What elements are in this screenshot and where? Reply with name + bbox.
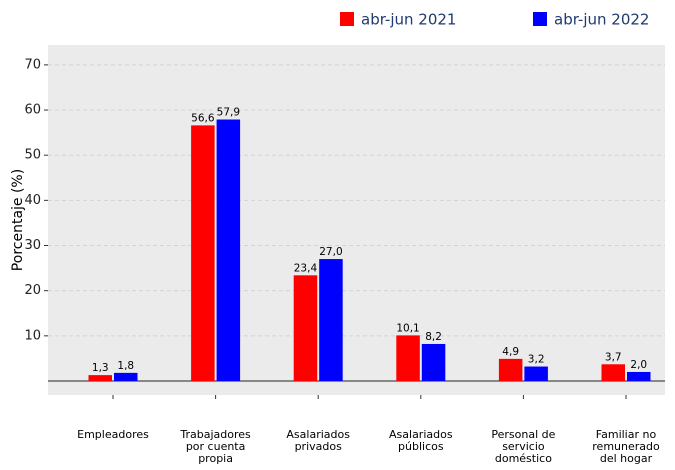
bar (216, 119, 241, 382)
value-label: 8,2 (425, 331, 442, 343)
y-tick-label: 30 (24, 238, 41, 253)
x-tick-line: Asalariados (286, 428, 350, 441)
y-tick-label: 60 (24, 103, 41, 118)
value-label: 56,6 (191, 112, 215, 124)
value-label: 2,0 (630, 359, 647, 371)
bar (88, 375, 112, 381)
value-label: 4,9 (502, 346, 519, 358)
y-tick-label: 20 (24, 283, 41, 298)
x-tick-line: propia (198, 452, 233, 465)
bar (421, 343, 446, 381)
value-label: 23,4 (294, 262, 318, 274)
y-tick-label: 10 (24, 328, 41, 343)
x-tick-line: Familiar no (596, 428, 657, 441)
legend-label: abr-jun 2021 (361, 11, 456, 29)
plot-panel (48, 45, 665, 395)
bar (524, 366, 548, 381)
value-label: 27,0 (319, 246, 342, 258)
x-tick-label: Trabajadores por cuenta propia (179, 428, 251, 465)
x-tick-label: Asalariados privados (286, 428, 350, 453)
x-tick-line: doméstico (495, 452, 552, 465)
value-label: 57,9 (217, 107, 240, 119)
bar (498, 358, 523, 381)
value-label: 1,3 (92, 362, 109, 374)
x-tick-line: servicio (502, 440, 545, 453)
bar (293, 275, 318, 381)
value-label: 1,8 (117, 360, 134, 372)
y-tick-label: 40 (24, 193, 41, 208)
bar (114, 372, 138, 381)
y-tick-label: 50 (24, 148, 41, 163)
bar (627, 371, 651, 381)
y-axis-title: Porcentaje (%) (10, 169, 26, 271)
x-tick-line: públicos (398, 440, 444, 453)
bar (396, 335, 420, 381)
x-tick-line: Empleadores (77, 428, 149, 441)
legend-swatch (340, 12, 354, 26)
value-label: 10,1 (396, 322, 419, 334)
value-label: 3,7 (605, 351, 622, 363)
bar (601, 364, 625, 381)
x-tick-line: Asalariados (389, 428, 453, 441)
x-tick-label: Personal de servicio doméstico (491, 428, 555, 465)
bar (319, 259, 343, 381)
x-tick-label: Familiar no remunerado del hogar (592, 428, 660, 465)
x-tick-line: privados (295, 440, 343, 453)
legend-label: abr-jun 2022 (554, 11, 649, 29)
x-tick-line: remunerado (592, 440, 660, 453)
value-label: 3,2 (528, 354, 545, 366)
x-tick-line: Trabajadores (179, 428, 251, 441)
x-tick-line: Personal de (491, 428, 555, 441)
x-tick-line: del hogar (600, 452, 653, 465)
bar (191, 125, 215, 381)
y-tick-label: 70 (24, 57, 41, 72)
x-tick-label: Empleadores (77, 428, 149, 441)
x-tick-line: por cuenta (186, 440, 246, 453)
legend-swatch (533, 12, 547, 26)
x-tick-label: Asalariados públicos (389, 428, 453, 453)
